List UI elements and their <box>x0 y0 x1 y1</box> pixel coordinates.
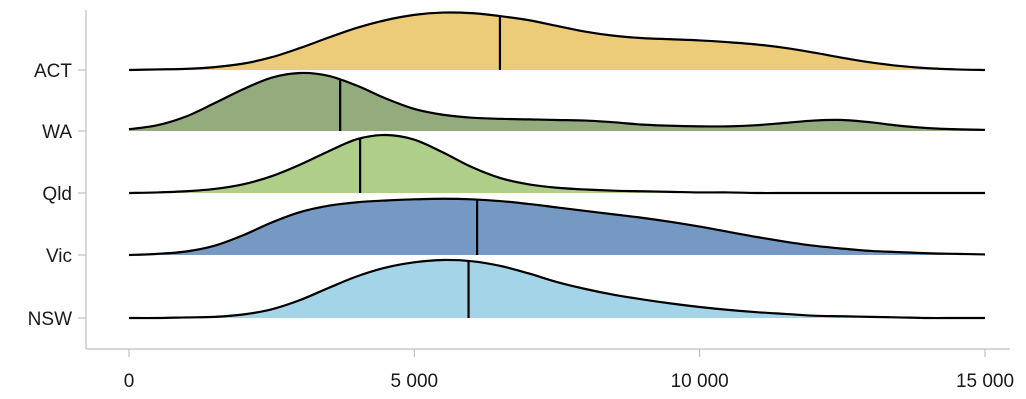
ridge-area-nsw <box>129 259 985 319</box>
axes-layer <box>85 10 1010 350</box>
ridge-area-qld <box>129 134 985 194</box>
ridge-line-wa <box>128 71 986 131</box>
y-tick-label-act: ACT <box>34 61 72 82</box>
ridge-nsw <box>128 258 985 320</box>
ridge-wa <box>128 71 986 131</box>
ridges-layer <box>128 11 986 320</box>
y-tick-label-vic: Vic <box>46 246 72 267</box>
x-tick-label: 0 <box>124 371 135 392</box>
ridge-area-vic <box>129 198 985 255</box>
ridge-line-qld <box>128 133 985 195</box>
x-tick-label: 5 000 <box>391 371 439 392</box>
ridge-area-act <box>129 12 985 70</box>
ridge-line-act <box>128 11 986 72</box>
ridge-area-wa <box>129 72 985 131</box>
x-tick-label: 15 000 <box>956 371 1014 392</box>
ridge-vic <box>128 197 986 257</box>
y-tick-label-nsw: NSW <box>28 309 72 330</box>
y-tick-label-wa: WA <box>42 122 72 143</box>
ridge-qld <box>128 133 985 195</box>
y-axis-ticks: ACT WA Qld Vic NSW <box>28 61 86 330</box>
x-axis-ticks: 0 5 000 10 000 15 000 <box>124 349 1014 392</box>
y-tick-label-qld: Qld <box>42 184 72 205</box>
x-tick-label: 10 000 <box>671 371 729 392</box>
ridge-line-nsw <box>128 258 985 320</box>
ridge-line-vic <box>128 197 986 257</box>
ridge-act <box>128 11 986 72</box>
